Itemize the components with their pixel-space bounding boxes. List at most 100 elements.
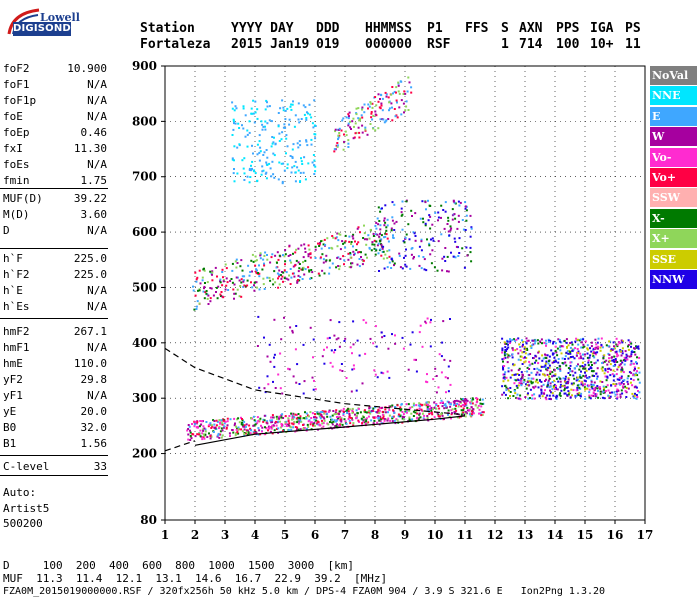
- echo-point: [579, 365, 582, 368]
- echo-point: [313, 164, 316, 167]
- echo-point: [348, 408, 351, 411]
- echo-point: [371, 243, 374, 246]
- echo-point: [548, 364, 551, 367]
- echo-point: [612, 359, 615, 361]
- echo-point: [380, 418, 383, 421]
- echo-point: [470, 260, 473, 263]
- echo-point: [231, 262, 234, 265]
- echo-point: [393, 90, 396, 93]
- echo-point: [555, 360, 557, 363]
- echo-point: [581, 361, 584, 364]
- echo-point: [405, 403, 408, 406]
- echo-point: [515, 384, 518, 387]
- echo-point: [299, 171, 302, 174]
- echo-point: [208, 424, 211, 426]
- echo-point: [430, 409, 433, 412]
- echo-point: [526, 381, 529, 383]
- echo-point: [191, 423, 193, 425]
- echo-point: [592, 350, 595, 353]
- echo-point: [608, 367, 611, 370]
- echo-point: [407, 223, 410, 226]
- echo-point: [352, 117, 355, 120]
- echo-point: [264, 125, 266, 128]
- echo-point: [563, 387, 566, 390]
- echo-point: [569, 396, 572, 399]
- echo-point: [384, 408, 387, 411]
- echo-point: [355, 389, 358, 392]
- echo-point: [501, 393, 504, 396]
- echo-point: [519, 398, 522, 401]
- echo-point: [223, 420, 226, 423]
- echo-point: [212, 294, 215, 297]
- echo-point: [272, 141, 275, 144]
- echo-point: [454, 256, 457, 259]
- echo-point: [379, 228, 382, 231]
- echo-point: [616, 352, 618, 355]
- echo-point: [352, 424, 355, 427]
- echo-point: [315, 416, 318, 419]
- echo-point: [462, 414, 465, 417]
- echo-point: [615, 373, 618, 376]
- x-tick-label: 13: [517, 528, 534, 542]
- echo-point: [265, 149, 268, 151]
- echo-point: [502, 367, 504, 370]
- echo-point: [456, 227, 459, 230]
- echo-point: [305, 412, 308, 415]
- echo-point: [370, 111, 373, 113]
- echo-point: [400, 99, 403, 102]
- echo-point: [544, 366, 547, 369]
- echo-point: [425, 401, 428, 404]
- y-tick-label: 800: [132, 114, 157, 128]
- echo-point: [621, 347, 624, 350]
- echo-point: [447, 216, 450, 219]
- echo-point: [471, 402, 474, 405]
- echo-point: [294, 171, 297, 174]
- echo-point: [258, 140, 261, 143]
- echo-point: [262, 154, 265, 156]
- echo-point: [255, 259, 258, 262]
- echo-point: [399, 409, 402, 412]
- echo-point: [405, 411, 408, 414]
- echo-point: [418, 407, 421, 410]
- echo-point: [348, 266, 351, 269]
- echo-point: [388, 408, 391, 411]
- echo-point: [588, 396, 591, 399]
- echo-point: [564, 361, 567, 364]
- echo-point: [368, 405, 371, 408]
- echo-point: [365, 420, 367, 423]
- echo-point: [380, 102, 383, 105]
- echo-point: [464, 411, 467, 413]
- echo-point: [537, 368, 540, 371]
- echo-point: [297, 428, 300, 431]
- echo-point: [207, 303, 210, 305]
- echo-point: [535, 378, 538, 381]
- echo-point: [413, 358, 416, 361]
- echo-point: [334, 128, 337, 131]
- echo-point: [620, 370, 623, 373]
- echo-point: [241, 418, 243, 420]
- x-tick-label: 9: [401, 528, 409, 542]
- echo-point: [317, 242, 319, 245]
- echo-point: [615, 337, 618, 340]
- x-tick-label: 14: [547, 528, 564, 542]
- echo-point: [354, 132, 357, 135]
- echo-point: [513, 363, 516, 366]
- echo-point: [597, 347, 599, 350]
- echo-point: [315, 419, 318, 422]
- echo-point: [346, 412, 349, 414]
- echo-point: [471, 397, 474, 400]
- echo-point: [347, 142, 350, 145]
- echo-point: [247, 264, 250, 267]
- echo-point: [344, 246, 347, 249]
- header-value: 100: [556, 37, 580, 52]
- echo-point: [209, 297, 212, 300]
- echo-point: [504, 349, 507, 351]
- echo-point: [293, 272, 295, 275]
- echo-point: [335, 413, 338, 415]
- echo-point: [319, 417, 322, 420]
- echo-point: [248, 274, 251, 277]
- echo-point: [243, 420, 246, 423]
- echo-point: [190, 437, 193, 440]
- echo-point: [280, 338, 283, 341]
- echo-point: [309, 277, 312, 280]
